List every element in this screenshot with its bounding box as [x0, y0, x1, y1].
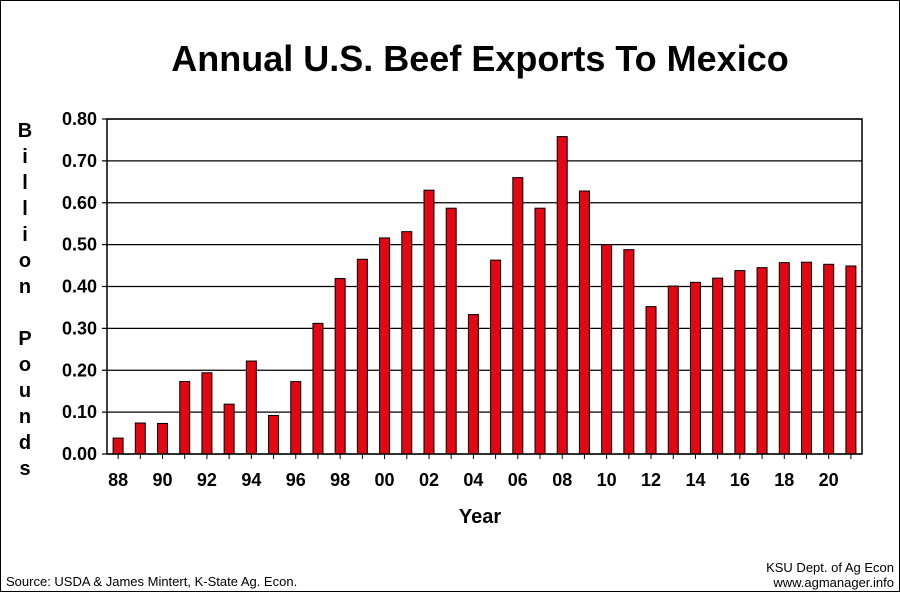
x-tick-label: 06	[508, 470, 528, 490]
y-tick-label: 0.70	[62, 151, 97, 171]
x-axis-label: Year	[458, 506, 502, 528]
y-tick-label: 0.60	[62, 193, 97, 213]
x-tick-label: 18	[774, 470, 794, 490]
y-tick-label: 0.30	[62, 318, 97, 338]
credit-line-1: KSU Dept. of Ag Econ	[766, 560, 894, 575]
bar-02	[423, 189, 435, 455]
bar-97	[312, 322, 324, 455]
bar-99	[356, 258, 368, 455]
x-tick-label: 14	[685, 470, 705, 490]
y-tick-label: 0.10	[62, 402, 97, 422]
x-tick-label: 98	[330, 470, 350, 490]
bar-18	[778, 262, 790, 455]
x-tick-label: 00	[375, 470, 395, 490]
y-tick-label: 0.20	[62, 360, 97, 380]
y-tick-label: 0.80	[62, 109, 97, 129]
source-note: Source: USDA & James Mintert, K-State Ag…	[6, 574, 298, 589]
bar-16	[734, 270, 746, 455]
y-axis-label-letter: P	[18, 328, 32, 350]
bar-07	[534, 207, 546, 455]
bar-09	[578, 190, 590, 455]
y-tick-label: 0.50	[62, 235, 97, 255]
x-tick-label: 90	[152, 470, 172, 490]
y-axis-label-letter: i	[22, 146, 28, 168]
bar-90	[157, 422, 169, 455]
y-axis-label-letter: n	[18, 276, 32, 298]
bar-15	[712, 277, 724, 455]
bar-13	[667, 285, 679, 455]
plot-border	[106, 118, 863, 455]
bar-20	[823, 263, 835, 455]
bar-96	[290, 381, 302, 455]
credit-line-2: www.agmanager.info	[773, 575, 894, 590]
y-axis-label-letter: u	[18, 380, 32, 402]
y-axis-label-letter: l	[22, 172, 28, 194]
x-tick-label: 96	[286, 470, 306, 490]
bar-93	[223, 403, 235, 455]
x-tick-label: 92	[197, 470, 217, 490]
x-tick-label: 88	[108, 470, 128, 490]
y-axis-label-letter: l	[22, 198, 28, 220]
y-axis-label-letter: n	[18, 406, 32, 428]
bar-21	[845, 265, 857, 455]
x-tick-label: 04	[463, 470, 483, 490]
bar-19	[800, 261, 812, 455]
bar-10	[601, 244, 613, 455]
y-tick-label: 0.40	[62, 277, 97, 297]
bar-03	[445, 207, 457, 455]
bar-91	[179, 381, 191, 455]
bar-01	[401, 231, 413, 455]
bar-98	[334, 278, 346, 455]
credit-note: KSU Dept. of Ag Econ www.agmanager.info	[766, 560, 894, 590]
bar-06	[512, 177, 524, 455]
bar-95	[268, 414, 280, 455]
y-axis-label-letter: i	[22, 224, 28, 246]
bar-08	[556, 136, 568, 455]
bar-00	[379, 237, 391, 455]
bar-92	[201, 372, 213, 455]
x-tick-label: 02	[419, 470, 439, 490]
bar-11	[623, 249, 635, 455]
y-axis-label-letter: d	[18, 432, 32, 454]
bar-17	[756, 267, 768, 455]
x-tick-label: 20	[819, 470, 839, 490]
chart-title: Annual U.S. Beef Exports To Mexico	[171, 38, 789, 79]
y-axis-label-letter: B	[17, 120, 33, 142]
y-axis-label-letter: s	[19, 458, 31, 480]
bar-05	[490, 259, 502, 455]
bar-04	[467, 314, 479, 455]
bar-94	[245, 360, 257, 455]
bar-89	[134, 422, 146, 455]
bar-14	[689, 281, 701, 455]
x-tick-label: 16	[730, 470, 750, 490]
x-tick-label: 12	[641, 470, 661, 490]
y-axis-label-letter: o	[18, 354, 32, 376]
x-tick-label: 08	[552, 470, 572, 490]
bar-12	[645, 306, 657, 455]
x-tick-label: 10	[597, 470, 617, 490]
y-axis-label-letter: o	[18, 250, 32, 272]
y-tick-label: 0.00	[62, 444, 97, 464]
x-tick-label: 94	[241, 470, 261, 490]
bar-88	[112, 437, 124, 455]
